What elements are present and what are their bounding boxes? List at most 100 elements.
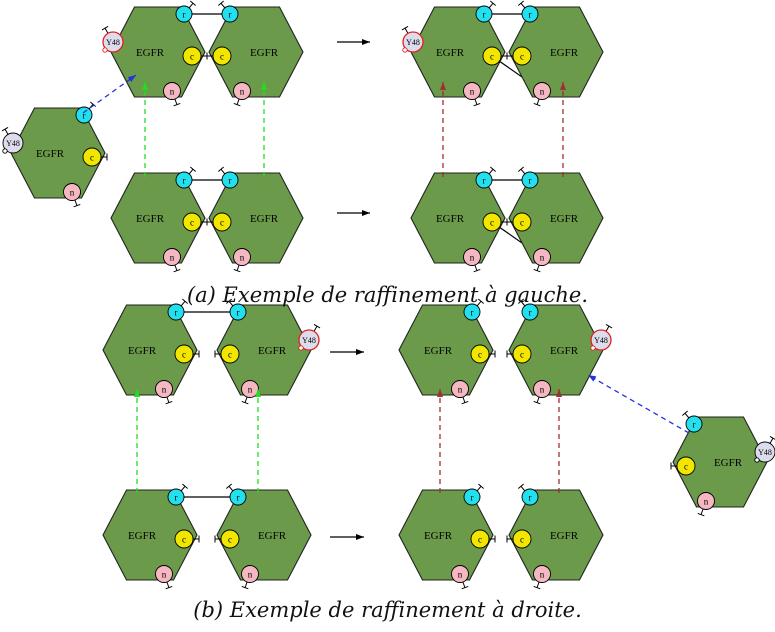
- site-n: n: [463, 248, 481, 273]
- site-c-label: c: [490, 52, 494, 62]
- site-r-label: r: [237, 493, 240, 503]
- site-r-label: r: [471, 493, 474, 503]
- site-n: n: [697, 492, 715, 517]
- egfr-label: EGFR: [258, 345, 287, 357]
- egfr-node-a-bottom-left-1: EGFR r c n: [110, 166, 208, 273]
- site-c-label: c: [520, 535, 524, 545]
- egfr-label: EGFR: [436, 213, 465, 225]
- egfr-label: EGFR: [436, 47, 465, 59]
- site-c-label: c: [182, 535, 186, 545]
- site-y48: Y48: [101, 25, 124, 53]
- site-n: n: [63, 183, 81, 208]
- egfr-node-b-bottom-right-2: EGFR r c n: [506, 483, 604, 590]
- caption-b: (b) Exemple de raffinement à droite.: [193, 598, 582, 622]
- egfr-label: EGFR: [250, 47, 279, 59]
- site-c: c: [670, 456, 696, 476]
- site-c: c: [174, 529, 200, 549]
- site-c: c: [206, 46, 232, 66]
- site-r: r: [517, 166, 539, 189]
- site-r: r: [463, 483, 485, 506]
- egfr-label: EGFR: [258, 530, 287, 542]
- site-n: n: [533, 380, 551, 405]
- site-y48-label: Y48: [594, 336, 608, 345]
- site-n: n: [533, 565, 551, 590]
- egfr-hexagon: [102, 304, 198, 396]
- site-r: r: [475, 166, 497, 189]
- site-c: c: [214, 344, 240, 364]
- site-r-label: r: [529, 10, 532, 20]
- site-c-label: c: [220, 218, 224, 228]
- egfr-node-a-top-left-2: EGFR r c n: [206, 0, 304, 107]
- site-r-label: r: [175, 308, 178, 318]
- site-n-label: n: [540, 570, 545, 580]
- site-n-label: n: [540, 385, 545, 395]
- site-c: c: [506, 529, 532, 549]
- site-r: r: [167, 298, 189, 321]
- site-y48-label: Y48: [6, 139, 20, 148]
- egfr-node-b-bottom-left-2: EGFR r c n: [214, 483, 312, 590]
- site-c-label: c: [478, 350, 482, 360]
- site-r-label: r: [693, 420, 696, 430]
- egfr-node-b-top-left-1: EGFR r c n: [102, 298, 200, 405]
- egfr-hexagon: [10, 107, 106, 199]
- egfr-node-a-top-right-2: EGFR r c n: [506, 0, 604, 107]
- site-r: r: [463, 298, 485, 321]
- site-c-label: c: [190, 52, 194, 62]
- site-n: n: [163, 82, 181, 107]
- site-r: r: [217, 166, 239, 189]
- site-c: c: [82, 147, 108, 167]
- site-n: n: [241, 380, 259, 405]
- site-n: n: [533, 82, 551, 107]
- egfr-node-a-bottom-right-2: EGFR r c n: [506, 166, 604, 273]
- site-n-label: n: [240, 253, 245, 263]
- egfr-node-a-bottom-left-2: EGFR r c n: [206, 166, 304, 273]
- site-y48: Y48: [401, 25, 424, 53]
- site-y48: Y48: [754, 435, 775, 463]
- site-n: n: [233, 248, 251, 273]
- site-r: r: [517, 483, 539, 506]
- site-r: r: [225, 483, 247, 506]
- site-c-label: c: [684, 462, 688, 472]
- site-r: r: [225, 298, 247, 321]
- site-r: r: [517, 0, 539, 23]
- site-r-label: r: [237, 308, 240, 318]
- site-r-label: r: [483, 176, 486, 186]
- site-y48-label: Y48: [758, 448, 772, 457]
- site-r-label: r: [175, 493, 178, 503]
- site-r: r: [475, 0, 497, 23]
- site-n-label: n: [162, 570, 167, 580]
- egfr-node-a-bottom-right-1: EGFR r c n: [410, 166, 508, 273]
- egfr-hexagon: [398, 489, 494, 581]
- site-n: n: [233, 82, 251, 107]
- site-n: n: [451, 565, 469, 590]
- site-n-label: n: [470, 87, 475, 97]
- site-n: n: [241, 565, 259, 590]
- site-r-label: r: [229, 10, 232, 20]
- egfr-label: EGFR: [550, 530, 579, 542]
- site-r-label: r: [483, 10, 486, 20]
- site-c: c: [470, 344, 496, 364]
- site-c: c: [182, 212, 208, 232]
- egfr-label: EGFR: [550, 345, 579, 357]
- egfr-hexagon: [110, 6, 206, 98]
- egfr-node-b-bottom-right-1: EGFR r c n: [398, 483, 496, 590]
- egfr-label: EGFR: [550, 47, 579, 59]
- site-n-label: n: [458, 385, 463, 395]
- arrow-blue: [587, 374, 690, 434]
- site-c-label: c: [220, 52, 224, 62]
- egfr-node-b-bottom-left-1: EGFR r c n: [102, 483, 200, 590]
- egfr-node-b-top-right-1: EGFR r c n: [398, 298, 496, 405]
- arrow-blue: [82, 74, 137, 114]
- site-c: c: [506, 46, 532, 66]
- egfr-label: EGFR: [128, 530, 157, 542]
- site-c: c: [482, 212, 508, 232]
- site-c-label: c: [520, 218, 524, 228]
- site-n-label: n: [540, 253, 545, 263]
- site-c-label: c: [190, 218, 194, 228]
- egfr-label: EGFR: [36, 148, 65, 160]
- site-y48: Y48: [298, 323, 321, 351]
- egfr-node-b-top-right-2: EGFR r c n Y48: [506, 298, 613, 405]
- egfr-label: EGFR: [550, 213, 579, 225]
- site-r: r: [167, 483, 189, 506]
- site-c: c: [470, 529, 496, 549]
